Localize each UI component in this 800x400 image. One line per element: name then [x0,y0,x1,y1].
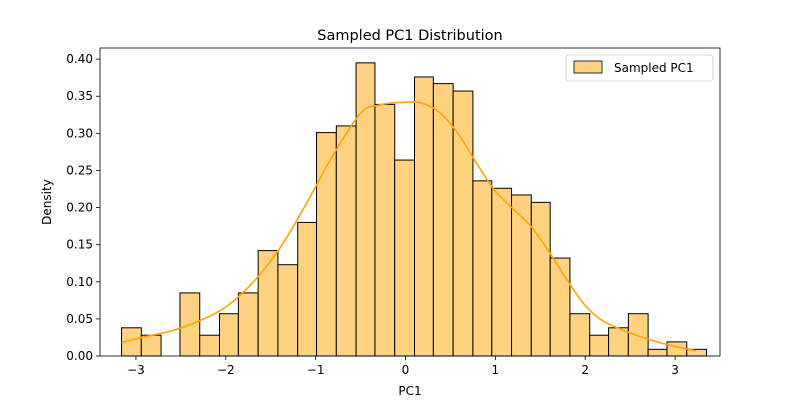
histogram-bar [297,221,318,357]
histogram-bar [335,125,357,357]
histogram-bar [413,76,434,357]
histogram-bar [374,103,396,357]
legend-swatch [573,60,603,74]
x-tick-label: 1 [492,363,500,377]
y-tick-label: 0.00 [66,349,93,363]
histogram-bar [589,334,610,357]
histogram-bar [394,159,415,357]
histogram-bar [219,313,239,357]
y-tick-label: 0.05 [66,312,93,326]
y-tick-label: 0.20 [66,201,93,215]
x-tick-label: −2 [217,363,235,377]
histogram-bar [511,194,532,357]
y-tick-label: 0.35 [66,89,93,103]
histogram-bar [647,348,668,357]
histogram-bar [627,313,649,357]
histogram-bar [472,180,493,357]
histogram-bars [121,62,708,357]
histogram-bar [569,313,591,357]
legend-box [565,54,714,82]
x-tick-label: −3 [127,363,145,377]
histogram-bar [277,264,299,357]
y-axis: 0.00 0.05 0.10 0.15 0.20 0.25 0.30 0.35 0.40 [66,52,100,363]
y-axis-label: Density [40,179,54,225]
y-tick-label: 0.25 [66,163,93,177]
histogram-bar [549,257,571,357]
histogram-bar [491,187,513,357]
legend: Sampled PC1 [565,54,714,82]
y-tick-label: 0.40 [66,52,93,66]
histogram-bar [237,292,259,357]
kde-line [121,101,696,352]
histogram-bar [608,327,629,357]
histogram-bar [140,334,162,357]
histogram-bar [199,334,221,357]
y-tick-label: 0.30 [66,126,93,140]
x-tick-label: 3 [671,363,679,377]
x-tick-label: 0 [402,363,410,377]
chart-title: Sampled PC1 Distribution [317,28,502,44]
y-tick-label: 0.10 [66,275,93,289]
histogram-bar [257,250,279,357]
histogram-bar [530,201,551,357]
x-tick-label: −1 [307,363,325,377]
x-axis-label: PC1 [398,384,421,398]
plot-frame [99,47,721,357]
x-axis: −3 −2 −1 0 1 2 3 [127,356,679,377]
x-tick-label: 2 [581,363,589,377]
y-tick-label: 0.15 [66,238,93,252]
legend-label: Sampled PC1 [614,61,694,75]
